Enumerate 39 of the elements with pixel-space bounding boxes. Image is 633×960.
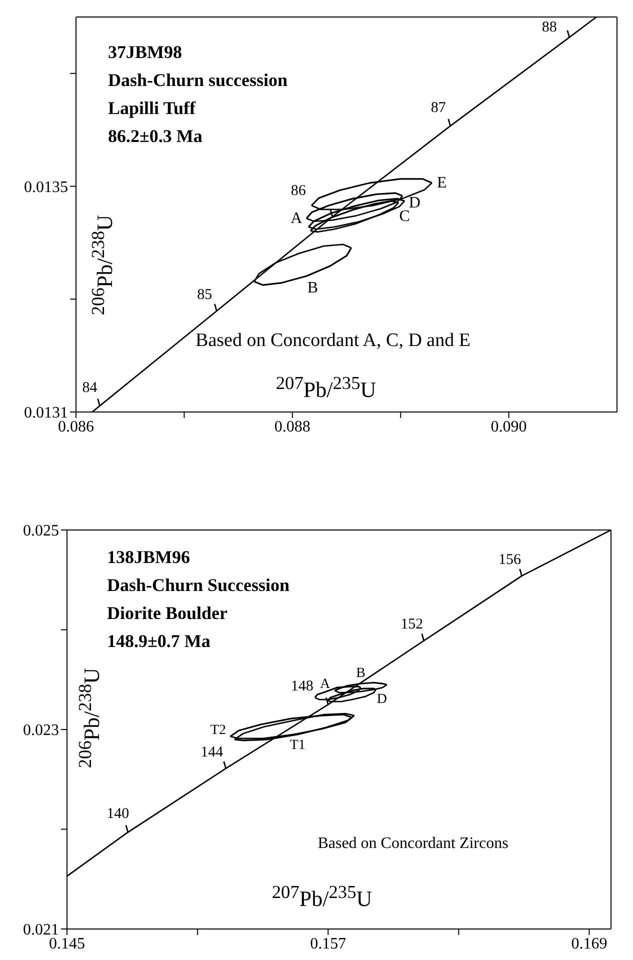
annotation: Lapilli Tuff [108, 97, 197, 120]
x-axis-title: $^{207}$Pb/$^{235}$U [272, 882, 372, 912]
annotation: 87 [430, 100, 446, 116]
y-tick-label: 0.0135 [24, 178, 68, 196]
x-tick-label: 0.169 [571, 935, 608, 952]
x-tick-label: 0.088 [274, 418, 310, 436]
series-label: D [376, 692, 388, 708]
series-label: T1 [290, 738, 306, 753]
annotation: 84 [82, 380, 98, 396]
annotation: 156 [498, 552, 522, 568]
series-label: E [436, 174, 447, 192]
series-label: C [399, 208, 410, 226]
y-tick-label: 0.025 [23, 522, 59, 540]
annotation: 86.2±0.3 Ma [108, 125, 204, 148]
text: 138JBM96 [107, 546, 191, 569]
y-tick-label: 0.023 [23, 722, 59, 740]
annotation: 148 [290, 678, 314, 695]
series-label: D [408, 194, 420, 212]
series-label: A [320, 677, 331, 692]
annotation: Based on Concordant A, C, D and E [196, 330, 470, 352]
annotation: Diorite Boulder [107, 602, 228, 625]
legend-label: A [290, 210, 303, 227]
x-axis-title: $^{207}$Pb/$^{235}$U [276, 372, 376, 404]
annotation: 152 [400, 616, 424, 633]
series-label: T2 [210, 722, 226, 738]
series-label: B [307, 280, 318, 297]
annotation: Based on Concordant Zircons [318, 835, 508, 853]
text: Dash-Churn succession [108, 69, 288, 92]
annotation: 148.9±0.7 Ma [107, 630, 212, 653]
text: Dash-Churn Succession [107, 574, 290, 597]
x-tick-label: 0.157 [310, 935, 346, 952]
text: 37JBM98 [108, 41, 183, 64]
x-tick-label: 0.090 [490, 418, 527, 436]
annotation: 140 [106, 806, 130, 822]
annotation: 88 [542, 19, 557, 36]
annotation: 85 [197, 286, 212, 303]
annotation: 86 [290, 182, 306, 199]
series-label: B [356, 666, 366, 682]
annotation: 144 [200, 744, 224, 760]
